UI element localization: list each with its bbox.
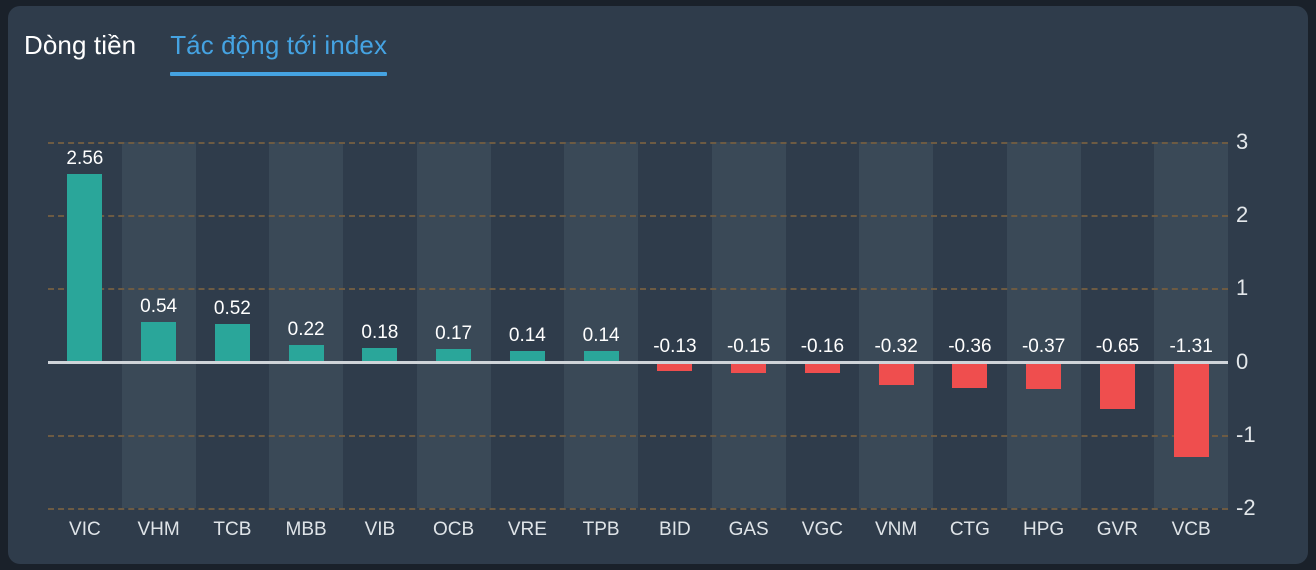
index-impact-bar-chart: 2.56 0.54 0.52 0.22 0.18 0.17 0.14 0.14 -0.13 -0.…	[8, 6, 1308, 564]
bar-bid[interactable]	[657, 361, 693, 372]
x-axis-tick-ctg: CTG	[949, 519, 990, 540]
bar-vic[interactable]	[67, 174, 103, 362]
bar-tcb[interactable]	[214, 323, 250, 362]
gridline	[48, 142, 1228, 144]
bar-value-label: -0.13	[653, 335, 697, 357]
x-axis-tick-vic: VIC	[69, 519, 101, 540]
column-band	[416, 142, 491, 508]
bar-tpb[interactable]	[583, 351, 619, 362]
x-axis-tick-vre: VRE	[507, 519, 547, 540]
x-axis-tick-vgc: VGC	[801, 519, 843, 540]
bar-ocb[interactable]	[436, 349, 472, 362]
bar-value-label: 0.54	[140, 296, 178, 318]
bar-vre[interactable]	[509, 351, 545, 362]
bar-value-label: -0.65	[1095, 335, 1140, 357]
bar-value-label: 0.22	[287, 319, 325, 341]
bar-value-label: 0.14	[508, 325, 546, 347]
bar-value-label: -0.15	[726, 335, 771, 357]
x-axis-tick-hpg: HPG	[1023, 519, 1065, 540]
column-bands	[48, 142, 1228, 508]
column-band	[711, 142, 786, 508]
y-axis-tick: 3	[1236, 129, 1249, 154]
x-axis-tick-ocb: OCB	[433, 519, 475, 540]
x-axis-tick-tcb: TCB	[213, 519, 252, 540]
x-axis-tick-gas: GAS	[728, 519, 769, 540]
tab-tac-dong-toi-index-label: Tác động tới index	[170, 30, 388, 60]
plot-area: 2.56 0.54 0.52 0.22 0.18 0.17 0.14 0.14 -0.13 -0.…	[48, 142, 1228, 510]
bar-hpg[interactable]	[1026, 361, 1062, 389]
y-axis: 3 2 1 0 -1 -2	[1236, 131, 1306, 519]
bar-vnm[interactable]	[878, 361, 914, 386]
x-axis-tick-bid: BID	[659, 519, 691, 540]
bar-value-label: 0.17	[435, 323, 473, 345]
y-axis-tick: 2	[1236, 202, 1249, 228]
y-axis-tick: 0	[1236, 348, 1249, 374]
x-axis-tick-vib: VIB	[364, 519, 396, 540]
y-axis-tick: -1	[1236, 421, 1256, 447]
bar-value-label: 0.18	[361, 322, 399, 344]
gridline	[48, 508, 1228, 510]
bar-value-label: -1.31	[1169, 335, 1213, 357]
x-axis-tick-gvr: GVR	[1096, 519, 1138, 540]
bar-value-label: -0.36	[948, 335, 992, 357]
column-band	[564, 142, 638, 508]
bar-value-label: 0.14	[582, 325, 620, 347]
zero-baseline	[48, 360, 1228, 364]
column-band	[269, 142, 343, 508]
y-axis-tick: 1	[1236, 275, 1249, 301]
bar-vib[interactable]	[362, 348, 398, 362]
column-band	[859, 142, 933, 508]
x-axis-tick-vhm: VHM	[137, 519, 180, 540]
bar-series: 2.56 0.54 0.52 0.22 0.18 0.17 0.14 0.14 -0.13 -0.…	[48, 142, 1228, 508]
impact-panel: Dòng tiền Tác động tới index 2.56 0.54 0.5…	[8, 6, 1308, 564]
bar-value-label: -0.16	[800, 335, 845, 357]
bar-vgc[interactable]	[804, 361, 840, 374]
bar-ctg[interactable]	[952, 361, 988, 388]
active-tab-underline	[170, 72, 388, 76]
tab-dong-tien-label: Dòng tiền	[24, 30, 137, 60]
gridline	[48, 215, 1228, 218]
x-axis: VIC VHM TCB MBB VIB OCB VRE TPB BID GAS VGC VNM CTG H…	[48, 518, 1228, 552]
x-axis-tick-tpb: TPB	[582, 519, 620, 540]
bar-gas[interactable]	[731, 361, 767, 373]
bar-vcb[interactable]	[1173, 361, 1209, 458]
bar-value-label: 2.56	[66, 148, 104, 170]
bar-mbb[interactable]	[288, 345, 324, 362]
bar-vhm[interactable]	[141, 322, 177, 362]
tab-dong-tien[interactable]: Dòng tiền	[24, 28, 136, 76]
x-axis-tick-mbb: MBB	[285, 519, 327, 540]
x-axis-tick-vnm: VNM	[875, 519, 918, 540]
tab-tac-dong-toi-index[interactable]: Tác động tới index	[170, 28, 388, 76]
bar-value-label: -0.32	[874, 335, 918, 357]
bar-gvr[interactable]	[1099, 361, 1135, 410]
y-axis-tick: -2	[1236, 495, 1256, 520]
bar-value-label: 0.52	[213, 297, 251, 319]
column-band	[1006, 142, 1081, 508]
gridline	[48, 288, 1228, 291]
tab-bar: Dòng tiền Tác động tới index	[24, 28, 388, 86]
x-axis-tick-vcb: VCB	[1171, 519, 1211, 540]
gridline	[48, 434, 1228, 437]
bar-value-label: -0.37	[1021, 335, 1066, 357]
